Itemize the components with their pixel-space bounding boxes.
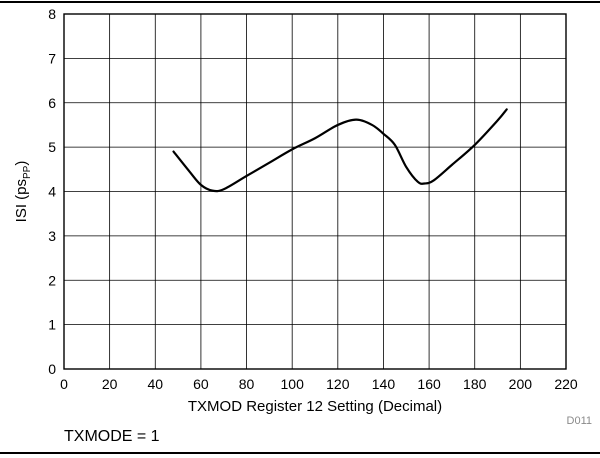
y-tick-label-6: 6	[48, 95, 56, 111]
x-tick-label-9: 180	[463, 376, 487, 392]
y-axis-label: ISI (psPP)	[13, 161, 33, 223]
x-tick-label-4: 80	[239, 376, 255, 392]
plot-frame	[63, 13, 567, 370]
x-axis-label: TXMOD Register 12 Setting (Decimal)	[188, 398, 442, 415]
y-tick-label-4: 4	[48, 184, 56, 200]
y-tick-label-3: 3	[48, 228, 56, 244]
x-tick-label-1: 20	[102, 376, 118, 392]
x-tick-label-10: 200	[509, 376, 533, 392]
figure-code: D011	[567, 415, 592, 427]
x-tick-label-6: 120	[326, 376, 350, 392]
series-line	[172, 108, 508, 193]
y-tick-label-0: 0	[48, 361, 56, 377]
x-tick-label-11: 220	[554, 376, 578, 392]
x-tick-label-2: 40	[147, 376, 163, 392]
y-tick-label-2: 2	[48, 272, 56, 288]
top-rule	[0, 1, 600, 3]
y-tick-label-5: 5	[48, 139, 56, 155]
x-tick-label-8: 160	[417, 376, 441, 392]
y-tick-label-7: 7	[48, 50, 56, 66]
y-axis-label-subscript: PP	[22, 165, 33, 179]
footnote: TXMODE = 1	[64, 428, 160, 445]
x-tick-label-0: 0	[60, 376, 68, 392]
y-axis-label-main: ISI (ps	[13, 179, 30, 222]
x-tick-label-3: 60	[193, 376, 209, 392]
x-tick-label-7: 140	[372, 376, 396, 392]
bottom-rule	[0, 452, 600, 454]
y-axis-label-close: )	[13, 161, 30, 166]
x-tick-label-5: 100	[281, 376, 305, 392]
y-tick-label-1: 1	[48, 317, 56, 333]
y-tick-label-8: 8	[48, 6, 56, 22]
grid	[63, 13, 567, 370]
x-tick-labels: 0 20 40 60 80 100 120 140 160 180 200 220	[60, 376, 578, 392]
y-tick-labels: 0 1 2 3 4 5 6 7 8	[48, 6, 56, 377]
